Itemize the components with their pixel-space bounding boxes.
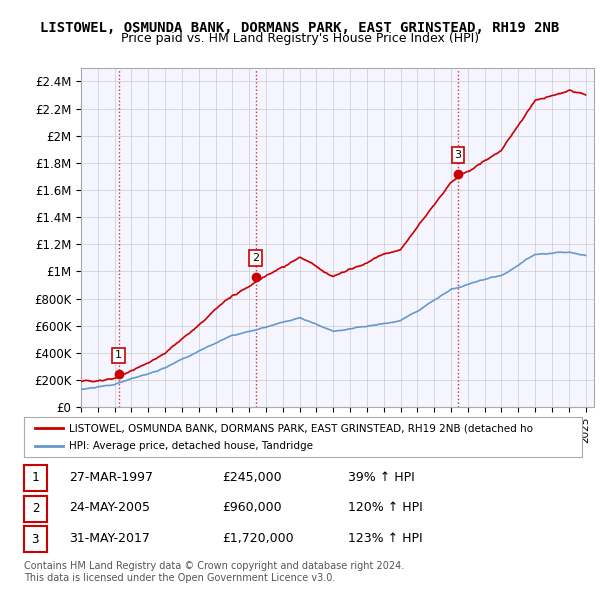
Text: £245,000: £245,000: [222, 471, 281, 484]
Text: £1,720,000: £1,720,000: [222, 532, 293, 545]
Text: Contains HM Land Registry data © Crown copyright and database right 2024.
This d: Contains HM Land Registry data © Crown c…: [24, 561, 404, 583]
Text: £960,000: £960,000: [222, 502, 281, 514]
Text: 24-MAY-2005: 24-MAY-2005: [69, 502, 150, 514]
Text: 31-MAY-2017: 31-MAY-2017: [69, 532, 150, 545]
Text: HPI: Average price, detached house, Tandridge: HPI: Average price, detached house, Tand…: [68, 441, 313, 451]
Text: 1: 1: [115, 350, 122, 360]
Text: 3: 3: [32, 533, 39, 546]
Text: Price paid vs. HM Land Registry's House Price Index (HPI): Price paid vs. HM Land Registry's House …: [121, 32, 479, 45]
Text: 3: 3: [455, 150, 461, 160]
Text: LISTOWEL, OSMUNDA BANK, DORMANS PARK, EAST GRINSTEAD, RH19 2NB: LISTOWEL, OSMUNDA BANK, DORMANS PARK, EA…: [40, 21, 560, 35]
Text: 27-MAR-1997: 27-MAR-1997: [69, 471, 153, 484]
Text: 2: 2: [32, 502, 39, 515]
Text: 2: 2: [252, 253, 259, 263]
Text: 123% ↑ HPI: 123% ↑ HPI: [348, 532, 422, 545]
Text: 1: 1: [32, 471, 39, 484]
Text: LISTOWEL, OSMUNDA BANK, DORMANS PARK, EAST GRINSTEAD, RH19 2NB (detached ho: LISTOWEL, OSMUNDA BANK, DORMANS PARK, EA…: [68, 424, 533, 434]
Text: 120% ↑ HPI: 120% ↑ HPI: [348, 502, 423, 514]
Text: 39% ↑ HPI: 39% ↑ HPI: [348, 471, 415, 484]
